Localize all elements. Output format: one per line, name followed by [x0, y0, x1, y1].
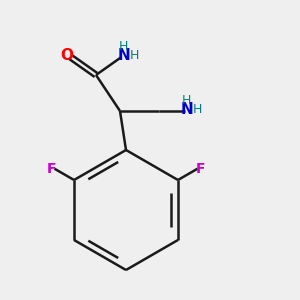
Text: H: H	[192, 103, 202, 116]
Text: H: H	[119, 40, 129, 53]
Text: F: F	[196, 162, 205, 176]
Text: F: F	[47, 162, 56, 176]
Text: N: N	[118, 48, 130, 63]
Text: H: H	[182, 94, 192, 107]
Text: H: H	[129, 49, 139, 62]
Text: N: N	[181, 102, 193, 117]
Text: O: O	[60, 48, 74, 63]
